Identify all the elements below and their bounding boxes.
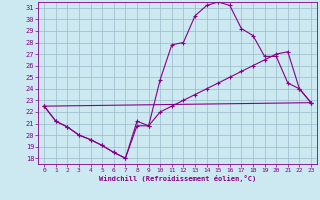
X-axis label: Windchill (Refroidissement éolien,°C): Windchill (Refroidissement éolien,°C) <box>99 175 256 182</box>
